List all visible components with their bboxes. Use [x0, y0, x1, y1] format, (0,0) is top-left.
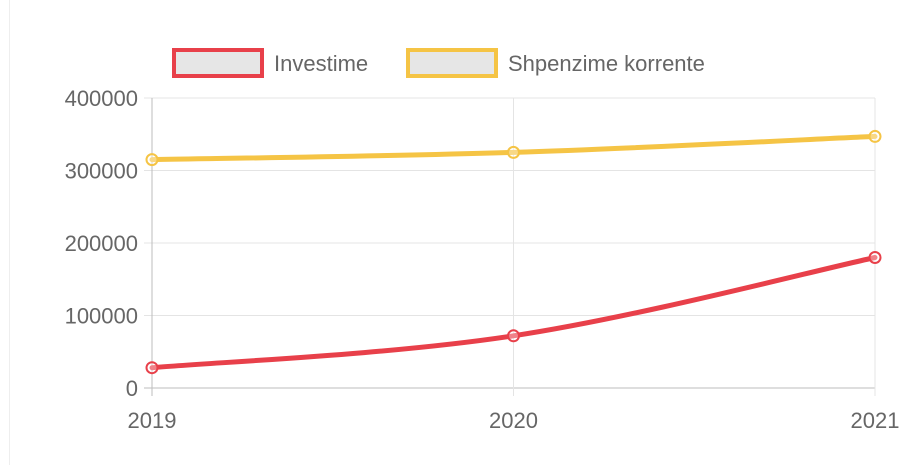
- y-tick-label: 400000: [65, 86, 138, 111]
- series-line-0: [149, 255, 878, 371]
- data-point: [507, 145, 520, 159]
- data-point: [145, 153, 159, 167]
- legend-swatch: [172, 48, 264, 78]
- y-tick-label: 300000: [65, 159, 138, 184]
- data-point: [145, 361, 159, 375]
- data-point: [507, 329, 520, 343]
- x-tick-label: 2021: [851, 408, 900, 433]
- legend-swatch: [406, 48, 498, 78]
- y-tick-label: 200000: [65, 231, 138, 256]
- x-tick-label: 2020: [489, 408, 538, 433]
- y-tick-label: 100000: [65, 304, 138, 329]
- panel-edge: [0, 0, 10, 465]
- data-point: [868, 251, 882, 264]
- data-point: [868, 129, 882, 143]
- legend-label: Investime: [274, 51, 368, 76]
- y-tick-label: 0: [126, 376, 138, 401]
- series-line-1: [149, 133, 878, 163]
- legend-label: Shpenzime korrente: [508, 51, 705, 76]
- x-tick-label: 2019: [128, 408, 177, 433]
